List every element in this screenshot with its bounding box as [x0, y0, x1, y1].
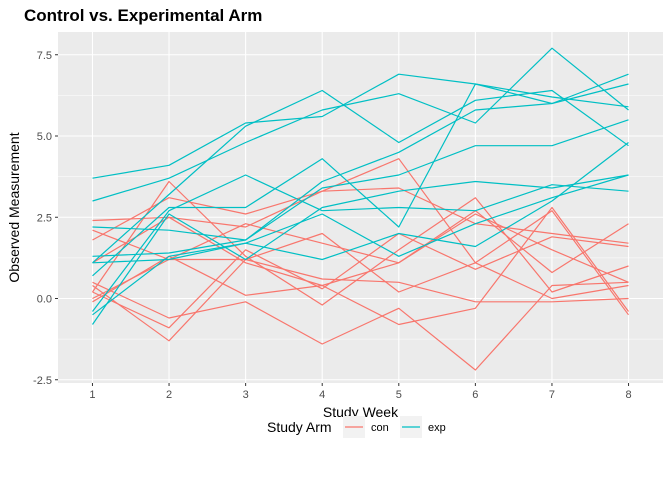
series-line-con-2 — [92, 210, 629, 287]
y-tick-label: 0.0 — [37, 294, 52, 306]
x-tick-label: 8 — [625, 389, 631, 401]
x-tick-label: 3 — [243, 389, 249, 401]
series-line-con-7 — [92, 232, 629, 342]
series-line-exp-19 — [92, 174, 629, 264]
series-line-exp-17 — [92, 174, 629, 312]
series-line-con-9 — [92, 180, 629, 306]
series-line-con-3 — [92, 281, 629, 371]
x-tick-label: 1 — [89, 389, 95, 401]
legend: Study Arm con exp — [267, 416, 446, 438]
series-line-exp-12 — [92, 47, 629, 202]
y-tick-label: 7.5 — [37, 50, 52, 62]
series-line-exp-11 — [92, 73, 629, 179]
series-line-exp-14 — [92, 73, 629, 277]
series-line-exp-20 — [92, 142, 629, 316]
x-tick-label: 4 — [319, 389, 325, 401]
x-tick-label: 5 — [396, 389, 402, 401]
x-tick-label: 7 — [549, 389, 555, 401]
x-axis-title: Study Week — [323, 404, 399, 420]
x-axis: 1 2 3 4 5 6 7 8 — [89, 383, 632, 401]
series-line-con-8 — [92, 229, 629, 303]
y-axis: -2.5 0.0 2.5 5.0 7.5 — [33, 50, 58, 387]
y-tick-label: -2.5 — [33, 375, 52, 387]
chart-title: Control vs. Experimental Arm — [24, 6, 262, 25]
y-axis-title: Observed Measurement — [6, 132, 22, 282]
x-tick-label: 2 — [166, 389, 172, 401]
series-line-con-4 — [92, 187, 629, 244]
y-tick-label: 2.5 — [37, 212, 52, 224]
legend-title: Study Arm — [267, 419, 332, 435]
series-line-exp-18 — [92, 174, 629, 325]
plot-panel — [58, 32, 663, 383]
series-line-exp-16 — [92, 119, 629, 257]
series-line-exp-15 — [92, 83, 629, 241]
series-line-exp-13 — [92, 89, 629, 264]
y-tick-label: 5.0 — [37, 131, 52, 143]
series-line-con-5 — [92, 158, 629, 316]
legend-label-exp: exp — [428, 422, 446, 434]
legend-label-con: con — [371, 422, 389, 434]
series-lines — [92, 47, 629, 371]
x-tick-label: 6 — [472, 389, 478, 401]
series-line-con-10 — [92, 206, 629, 326]
